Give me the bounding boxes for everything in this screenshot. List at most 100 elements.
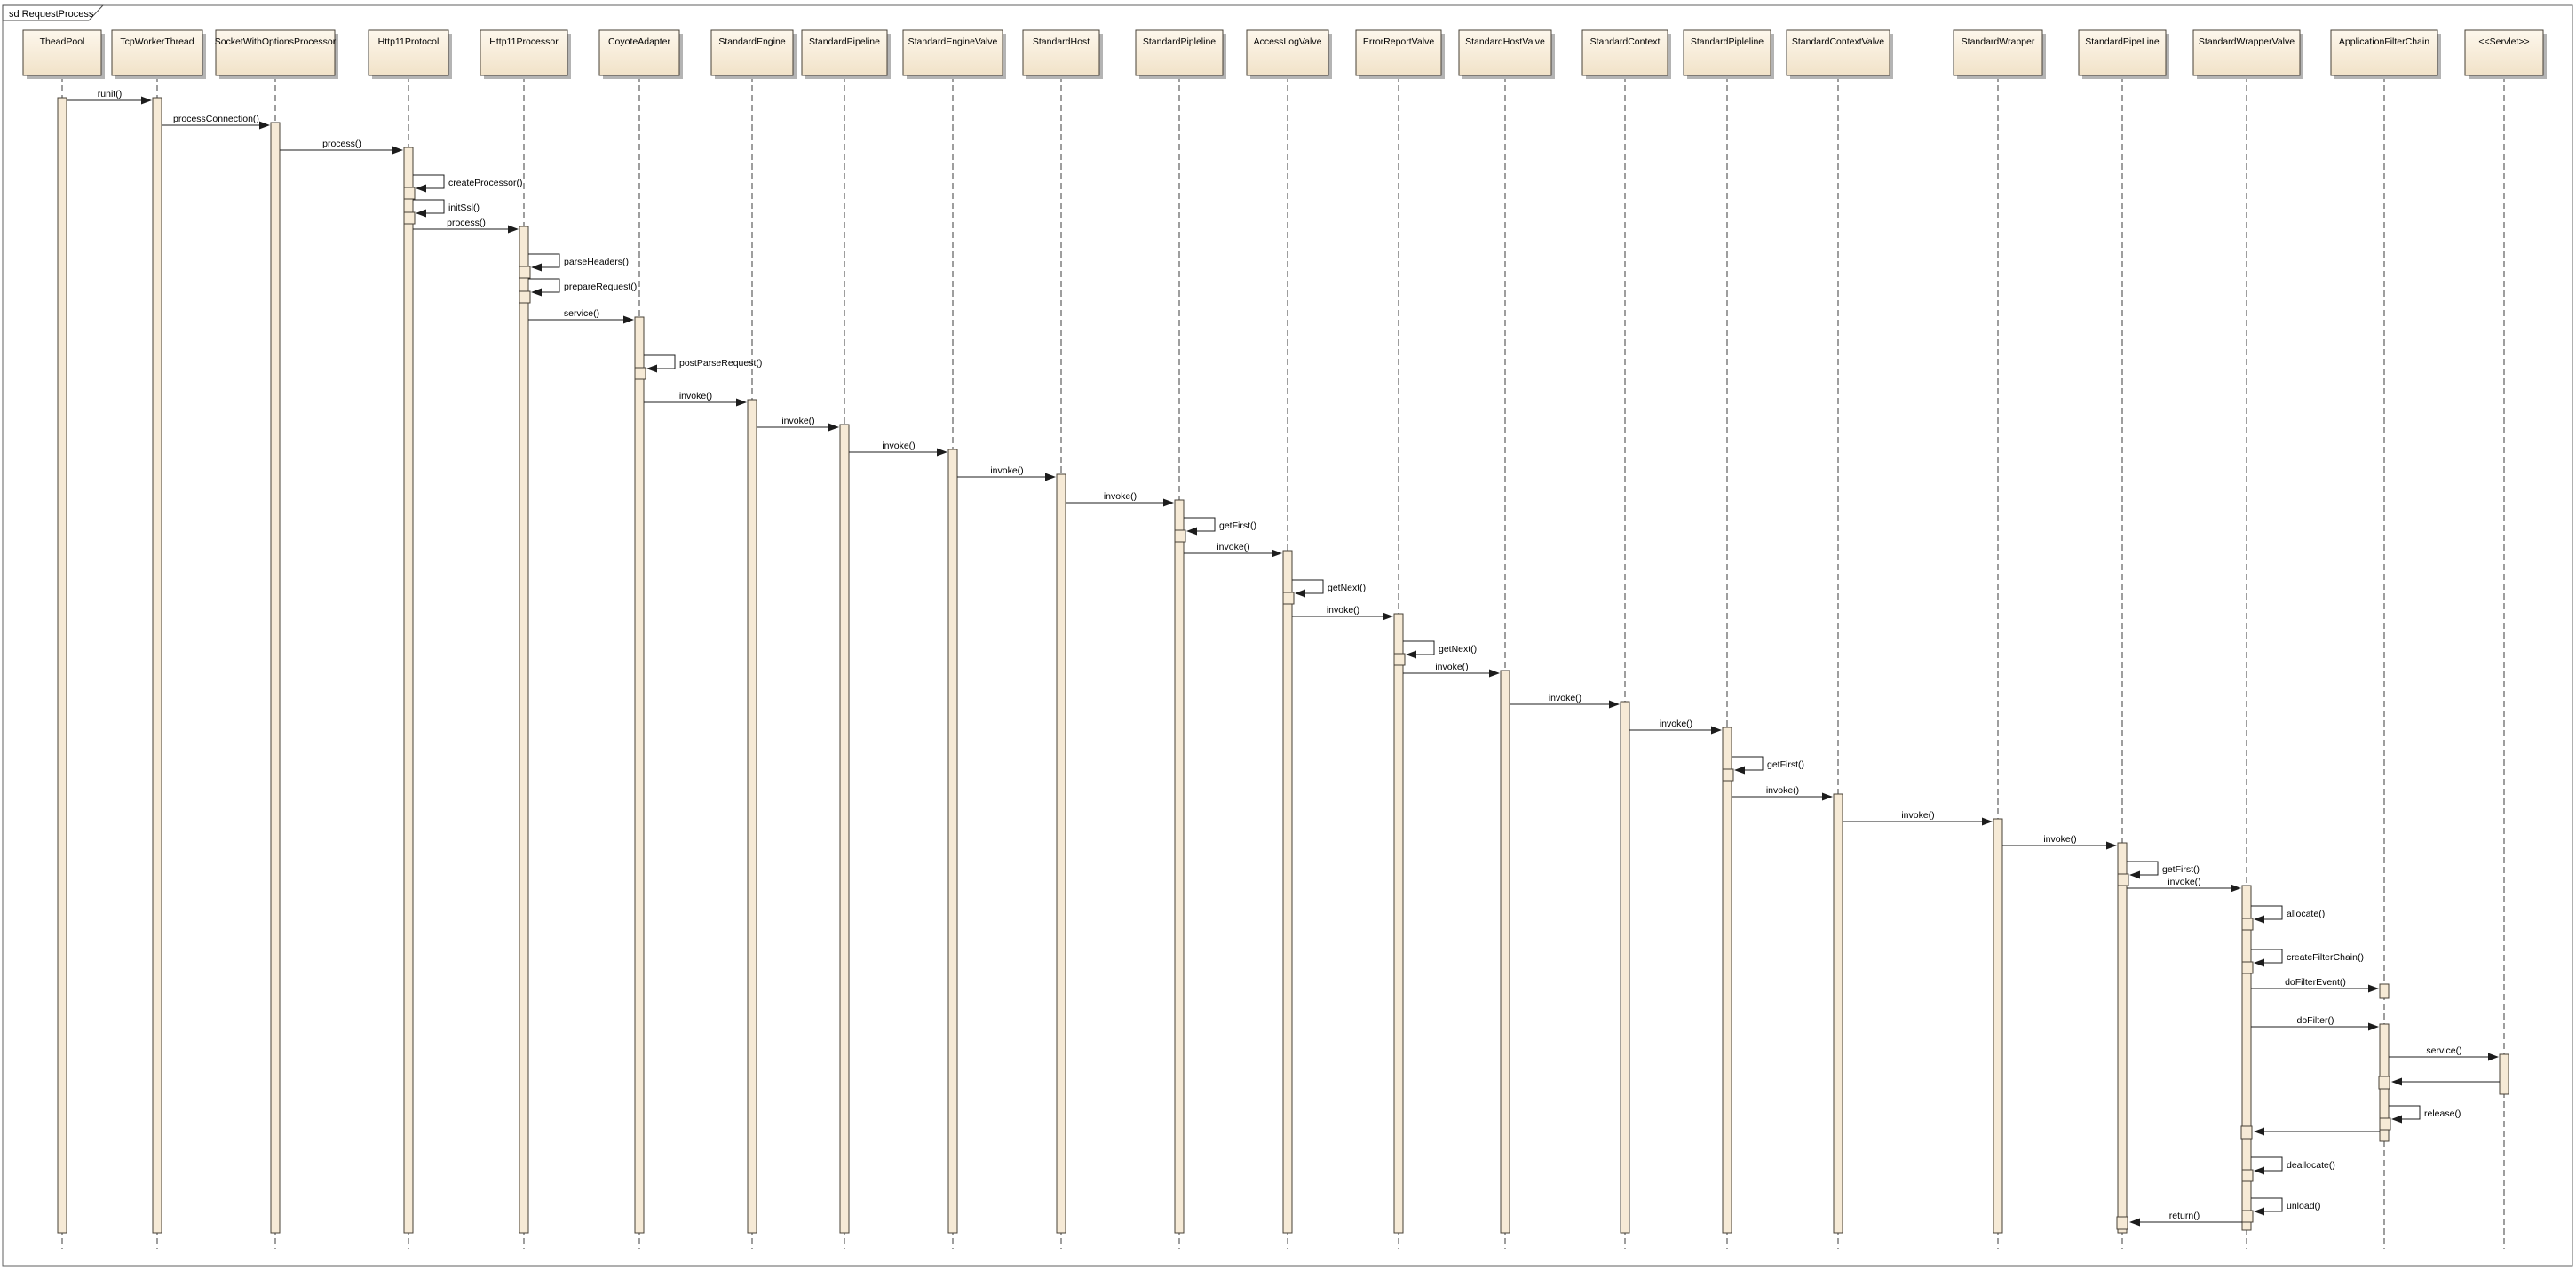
lifeline-head-standardengine [710,29,794,76]
self-message-arrowhead-postparserequest-9 [646,364,657,373]
message-label-createprocessor-3: createProcessor() [448,178,522,188]
nested-activation-unload-38 [2241,1210,2254,1223]
self-message-arrowhead-release-35 [2391,1115,2402,1124]
message-label-getnext-17: getNext() [1328,583,1366,593]
lifeline-head-accesslogvalve [1246,29,1329,76]
activation-bar-standardwrapper [1993,818,2003,1234]
lifeline-head-coyoteadapter [598,29,680,76]
nested-activation-allocate-29 [2241,918,2254,931]
lifeline-name-standardhost: StandardHost [1033,36,1090,47]
lifeline-head-standardpipleline [1135,29,1224,76]
nested-activation-getfirst-15 [1174,529,1186,543]
self-message-arrowhead-initssl-4 [416,209,426,218]
lifeline-name-accesslogvalve: AccessLogValve [1254,36,1322,47]
nested-activation-deallocate-37 [2241,1169,2254,1182]
lifeline-head-standardcontext [1581,29,1668,76]
activation-bar-accesslogvalve [1282,550,1293,1234]
self-message-arrowhead-getnext-17 [1295,589,1305,598]
message-label-invoke-22: invoke() [1660,719,1692,729]
message-label-getfirst-23: getFirst() [1767,759,1804,770]
activation-bar-errorreportvalve [1393,613,1404,1234]
activation-bar-standardenginevalve [947,449,958,1234]
self-message-bracket-createprocessor-3 [413,174,445,189]
nested-activation-createprocessor-3 [403,187,416,200]
self-message-bracket-postparserequest-9 [644,354,676,369]
self-message-arrowhead-getnext-19 [1406,650,1416,659]
message-label-allocate-29: allocate() [2287,909,2325,919]
message-arrowhead-processconnection-1 [259,121,270,130]
self-message-arrowhead-allocate-29 [2254,915,2264,924]
message-label-invoke-13: invoke() [990,465,1023,476]
activation-bar-socketwithoptionsprocessor [270,122,281,1234]
message-label-preparerequest-7: prepareRequest() [564,282,637,292]
lifeline-head-standardwrappervalve [2192,29,2301,76]
message-arrowhead-invoke-12 [937,448,947,457]
self-message-arrowhead-createfilterchain-30 [2254,958,2264,967]
lifeline-name-socketwithoptionsprocessor: SocketWithOptionsProcessor [215,36,337,47]
lifeline-name-standardhostvalve: StandardHostValve [1465,36,1545,47]
self-message-arrowhead-getfirst-15 [1186,527,1197,536]
activation-bar-theadpool [57,97,67,1234]
nested-activation-createfilterchain-30 [2241,961,2254,974]
message-label-getnext-19: getNext() [1439,644,1477,655]
message-arrowhead-invoke-24 [1822,792,1833,801]
self-message-bracket-getnext-17 [1292,579,1324,594]
message-label-release-35: release() [2424,1108,2461,1119]
nested-activation-getfirst-23 [1722,768,1734,782]
lifeline-name-tcpworkerthread: TcpWorkerThread [120,36,194,47]
nested-activation-return-34 [2378,1076,2390,1090]
message-label-initssl-4: initSsl() [448,203,480,213]
message-arrowhead-invoke-13 [1045,473,1056,481]
message-arrowhead-service-8 [623,315,634,324]
frame-border [2,4,2573,1267]
message-label-getfirst-15: getFirst() [1219,520,1256,531]
message-label-invoke-26: invoke() [2043,834,2076,845]
message-label-invoke-24: invoke() [1766,785,1799,796]
self-message-bracket-deallocate-37 [2251,1156,2283,1172]
lifeline-name-coyoteadapter: CoyoteAdapter [608,36,671,47]
lifeline-head-errorreportvalve [1355,29,1442,76]
nested-activation-getfirst-27 [2117,873,2129,886]
lifeline-name-standardwrapper: StandardWrapper [1962,36,2035,47]
message-arrowhead-return-36 [2254,1127,2264,1136]
activation-bar-coyoteadapter [634,316,645,1234]
lifeline-name-standardpipeline: StandardPipeline [809,36,880,47]
nested-activation-preparerequest-7 [519,290,531,304]
message-label-process-5: process() [447,218,486,228]
lifeline-head-standardenginevalve [902,29,1003,76]
activation-bar-applicationfilterchain [2379,983,2390,999]
message-arrowhead-invoke-10 [736,398,747,407]
message-label-invoke-11: invoke() [781,416,814,426]
lifeline-head-standardcontextvalve [1786,29,1890,76]
message-arrowhead-invoke-22 [1711,726,1722,735]
message-label-deallocate-37: deallocate() [2287,1160,2335,1171]
message-arrowhead-invoke-28 [2231,884,2241,893]
message-label-createfilterchain-30: createFilterChain() [2287,952,2364,963]
lifeline-name-standardpipleline: StandardPipleline [1691,36,1764,47]
activation-bar-standardpipleline [1174,499,1185,1234]
self-message-bracket-createfilterchain-30 [2251,949,2283,964]
message-arrowhead-return-39 [2129,1218,2140,1227]
lifeline-name-theadpool: TheadPool [40,36,85,47]
message-arrowhead-invoke-14 [1163,498,1174,507]
lifeline-head-servlet [2464,29,2544,76]
activation-bar-standardpipeline [839,424,850,1234]
nested-activation-getnext-17 [1282,592,1295,605]
message-arrowhead-invoke-26 [2106,841,2117,850]
self-message-bracket-unload-38 [2251,1197,2283,1212]
activation-bar-standardcontext [1620,701,1630,1234]
nested-activation-return-39 [2116,1216,2128,1230]
self-message-bracket-initssl-4 [413,199,445,214]
self-message-arrowhead-getfirst-23 [1734,766,1745,775]
lifeline-name-http11protocol: Http11Protocol [378,36,440,47]
lifeline-name-standardcontextvalve: StandardContextValve [1792,36,1884,47]
lifeline-head-standardwrapper [1953,29,2043,76]
nested-activation-getnext-19 [1393,653,1406,666]
nested-activation-return-36 [2240,1125,2253,1140]
message-label-invoke-10: invoke() [679,391,712,401]
message-label-unload-38: unload() [2287,1201,2321,1211]
message-label-invoke-14: invoke() [1104,491,1137,502]
activation-bar-standardhost [1056,473,1066,1234]
lifeline-head-theadpool [22,29,102,76]
